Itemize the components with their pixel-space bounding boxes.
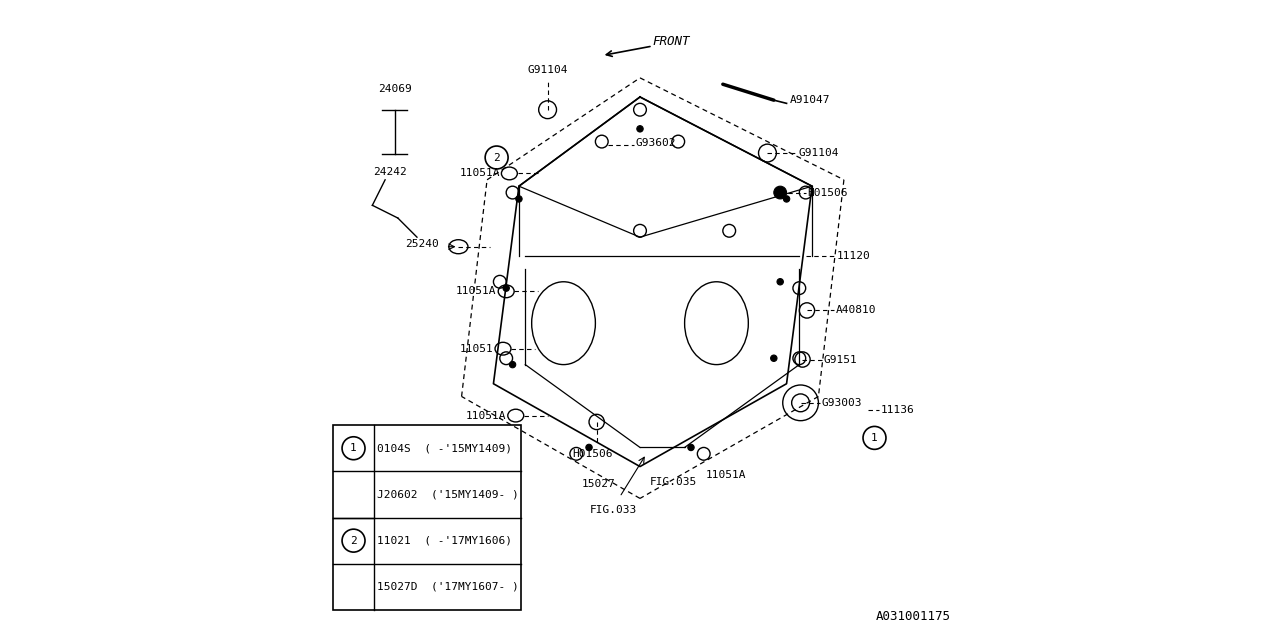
Text: 24242: 24242 — [374, 167, 407, 177]
Text: J20602  ('15MY1409- ): J20602 ('15MY1409- ) — [378, 490, 520, 499]
Text: 11021  ( -'17MY1606): 11021 ( -'17MY1606) — [378, 536, 512, 546]
Text: 15027: 15027 — [581, 479, 616, 490]
Text: A40810: A40810 — [836, 305, 877, 316]
Text: G9151: G9151 — [823, 355, 858, 365]
Circle shape — [509, 362, 516, 368]
Circle shape — [516, 196, 522, 202]
Text: A91047: A91047 — [790, 95, 831, 105]
Text: 11051A: 11051A — [456, 286, 497, 296]
Text: G93003: G93003 — [822, 398, 863, 408]
Text: 11051A: 11051A — [705, 470, 746, 480]
Text: 25240: 25240 — [406, 239, 439, 248]
Text: 11136: 11136 — [881, 406, 915, 415]
Text: 15027D  ('17MY1607- ): 15027D ('17MY1607- ) — [378, 582, 520, 592]
Text: 2: 2 — [351, 536, 357, 546]
Text: FIG.033: FIG.033 — [590, 505, 637, 515]
Text: 1: 1 — [351, 444, 357, 453]
Text: 11051A: 11051A — [466, 411, 506, 420]
Text: H01506: H01506 — [572, 449, 612, 459]
Text: G91104: G91104 — [527, 65, 568, 75]
Text: G91104: G91104 — [797, 148, 838, 158]
Text: 11051A: 11051A — [460, 168, 499, 179]
Text: H01506: H01506 — [808, 188, 849, 198]
Text: FIG.035: FIG.035 — [650, 477, 698, 488]
Circle shape — [777, 278, 783, 285]
Circle shape — [783, 196, 790, 202]
Circle shape — [503, 285, 509, 291]
Text: A031001175: A031001175 — [876, 610, 951, 623]
Text: 0104S  ( -'15MY1409): 0104S ( -'15MY1409) — [378, 444, 512, 453]
Text: 11120: 11120 — [836, 252, 870, 261]
Circle shape — [687, 444, 694, 451]
Bar — [333, 425, 521, 610]
Text: G93602: G93602 — [636, 138, 676, 148]
Circle shape — [586, 444, 593, 451]
Text: 2: 2 — [493, 152, 500, 163]
Text: 1: 1 — [872, 433, 878, 443]
Text: FRONT: FRONT — [653, 35, 690, 48]
Circle shape — [774, 186, 787, 199]
Circle shape — [637, 125, 643, 132]
Text: 24069: 24069 — [378, 84, 412, 94]
Text: 11051: 11051 — [460, 344, 493, 354]
Circle shape — [771, 355, 777, 362]
